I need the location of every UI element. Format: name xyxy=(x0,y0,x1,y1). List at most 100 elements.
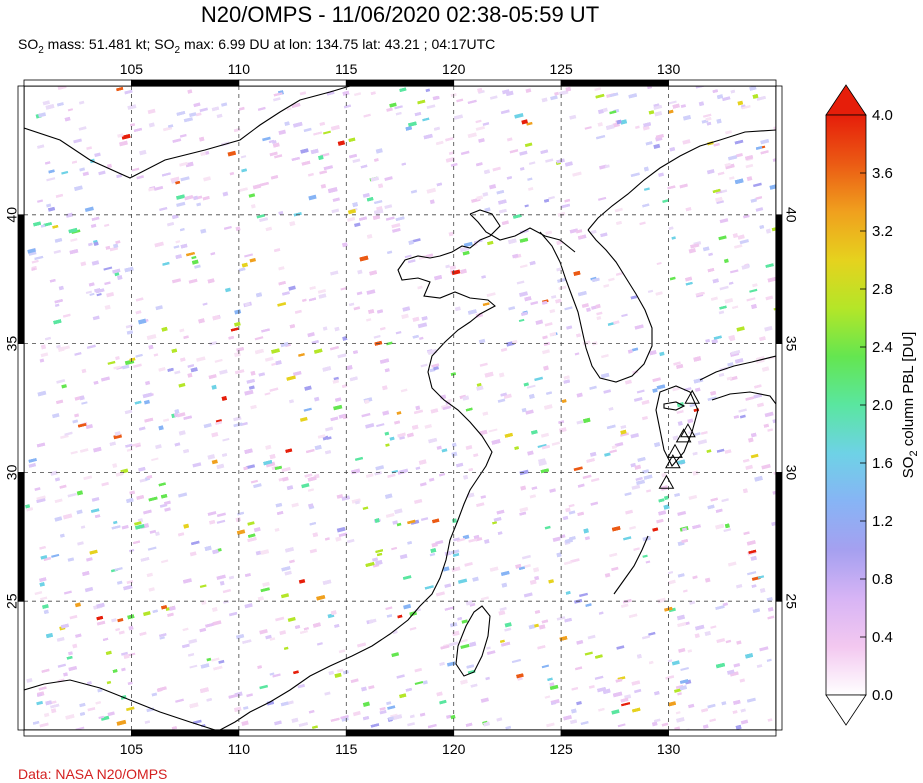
so2-pixel xyxy=(688,703,695,709)
so2-pixel xyxy=(634,688,642,694)
so2-pixel xyxy=(90,223,97,229)
so2-pixel xyxy=(535,319,544,325)
so2-pixel xyxy=(662,199,669,204)
x-tick-label-bottom: 110 xyxy=(228,741,251,757)
colorbar-over-arrow xyxy=(825,84,867,116)
so2-pixel xyxy=(425,88,431,93)
so2-pixel xyxy=(352,710,361,717)
so2-pixel xyxy=(180,176,190,182)
so2-pixel xyxy=(26,678,33,683)
axis-bar-left xyxy=(17,600,25,731)
so2-pixel xyxy=(525,409,534,415)
y-tick-label-right: 30 xyxy=(783,465,799,481)
so2-pixel xyxy=(309,548,318,554)
so2-pixel xyxy=(246,693,254,698)
so2-pixel xyxy=(576,392,583,398)
so2-pixel xyxy=(524,204,529,208)
axis-bar-bottom xyxy=(131,729,240,737)
so2-pixel xyxy=(323,130,331,135)
axis-bar-bottom xyxy=(23,729,132,737)
so2-pixel xyxy=(472,576,479,582)
so2-pixel xyxy=(456,98,464,103)
so2-pixel xyxy=(544,525,551,530)
so2-pixel xyxy=(516,280,525,285)
so2-pixel xyxy=(450,714,456,720)
axis-bar-bottom xyxy=(668,729,777,737)
so2-pixel xyxy=(386,107,393,112)
so2-pixel xyxy=(733,414,740,419)
colorbar-tick-label: 0.0 xyxy=(872,687,893,704)
so2-pixel xyxy=(143,610,151,617)
x-tick-label-top: 105 xyxy=(120,61,144,77)
so2-pixel xyxy=(668,100,677,105)
so2-pixel xyxy=(688,494,698,501)
so2-pixel xyxy=(46,203,52,208)
so2-pixel xyxy=(724,297,734,304)
so2-pixel xyxy=(80,525,86,529)
so2-pixel xyxy=(362,701,370,707)
so2-pixel xyxy=(549,682,555,687)
axis-bar-left xyxy=(17,471,25,602)
so2-pixel xyxy=(288,285,296,291)
axis-bar-top xyxy=(560,79,669,87)
so2-pixel xyxy=(761,463,771,470)
so2-pixel xyxy=(542,335,548,340)
so2-pixel xyxy=(639,221,646,226)
so2-pixel xyxy=(324,691,331,696)
so2-pixel xyxy=(519,506,529,513)
so2-pixel xyxy=(264,392,271,396)
so2-pixel xyxy=(353,222,361,228)
so2-pixel xyxy=(552,536,561,542)
so2-pixel xyxy=(96,293,102,297)
axis-bar-top xyxy=(23,79,132,87)
so2-pixel xyxy=(624,694,632,700)
so2-pixel xyxy=(519,167,525,171)
colorbar-tick-label: 0.8 xyxy=(872,571,893,588)
so2-pixel xyxy=(121,651,128,656)
so2-pixel xyxy=(395,330,402,335)
so2-pixel xyxy=(127,104,137,110)
so2-pixel xyxy=(392,520,398,525)
so2-pixel xyxy=(659,351,665,357)
so2-pixel xyxy=(444,583,452,589)
so2-pixel xyxy=(71,229,81,235)
so2-pixel xyxy=(417,322,428,329)
so2-pixel xyxy=(365,423,375,429)
so2-pixel xyxy=(287,616,296,622)
so2-pixel xyxy=(192,462,202,468)
axis-bar-left xyxy=(17,85,25,216)
so2-pixel xyxy=(723,258,729,264)
so2-pixel xyxy=(489,184,497,190)
so2-pixel xyxy=(147,108,156,115)
so2-pixel xyxy=(121,524,129,530)
so2-pixel xyxy=(687,649,693,653)
so2-pixel xyxy=(233,416,242,422)
so2-pixel xyxy=(401,313,409,320)
colorbar-tick-label: 1.2 xyxy=(872,513,893,530)
so2-pixel xyxy=(76,509,83,515)
so2-pixel xyxy=(586,307,591,312)
so2-pixel xyxy=(366,289,376,295)
so2-pixel xyxy=(160,559,169,564)
so2-pixel xyxy=(74,413,80,418)
so2-pixel xyxy=(667,659,673,663)
so2-pixel xyxy=(671,236,676,240)
so2-pixel xyxy=(550,95,558,101)
so2-pixel xyxy=(772,418,776,424)
so2-pixel xyxy=(253,527,261,533)
so2-pixel xyxy=(584,126,592,130)
so2-pixel xyxy=(451,451,458,457)
so2-pixel xyxy=(410,189,418,194)
axis-bar-right xyxy=(775,471,783,602)
so2-pixel xyxy=(689,600,696,605)
so2-pixel xyxy=(642,554,648,558)
axis-bar-top xyxy=(238,79,347,87)
so2-pixel xyxy=(299,416,308,422)
so2-pixel xyxy=(145,380,151,386)
so2-pixel xyxy=(36,199,44,203)
so2-pixel xyxy=(554,91,559,96)
so2-pixel xyxy=(219,369,228,375)
so2-pixel xyxy=(653,104,663,110)
so2-pixel xyxy=(229,171,235,176)
so2-pixel xyxy=(574,352,580,356)
